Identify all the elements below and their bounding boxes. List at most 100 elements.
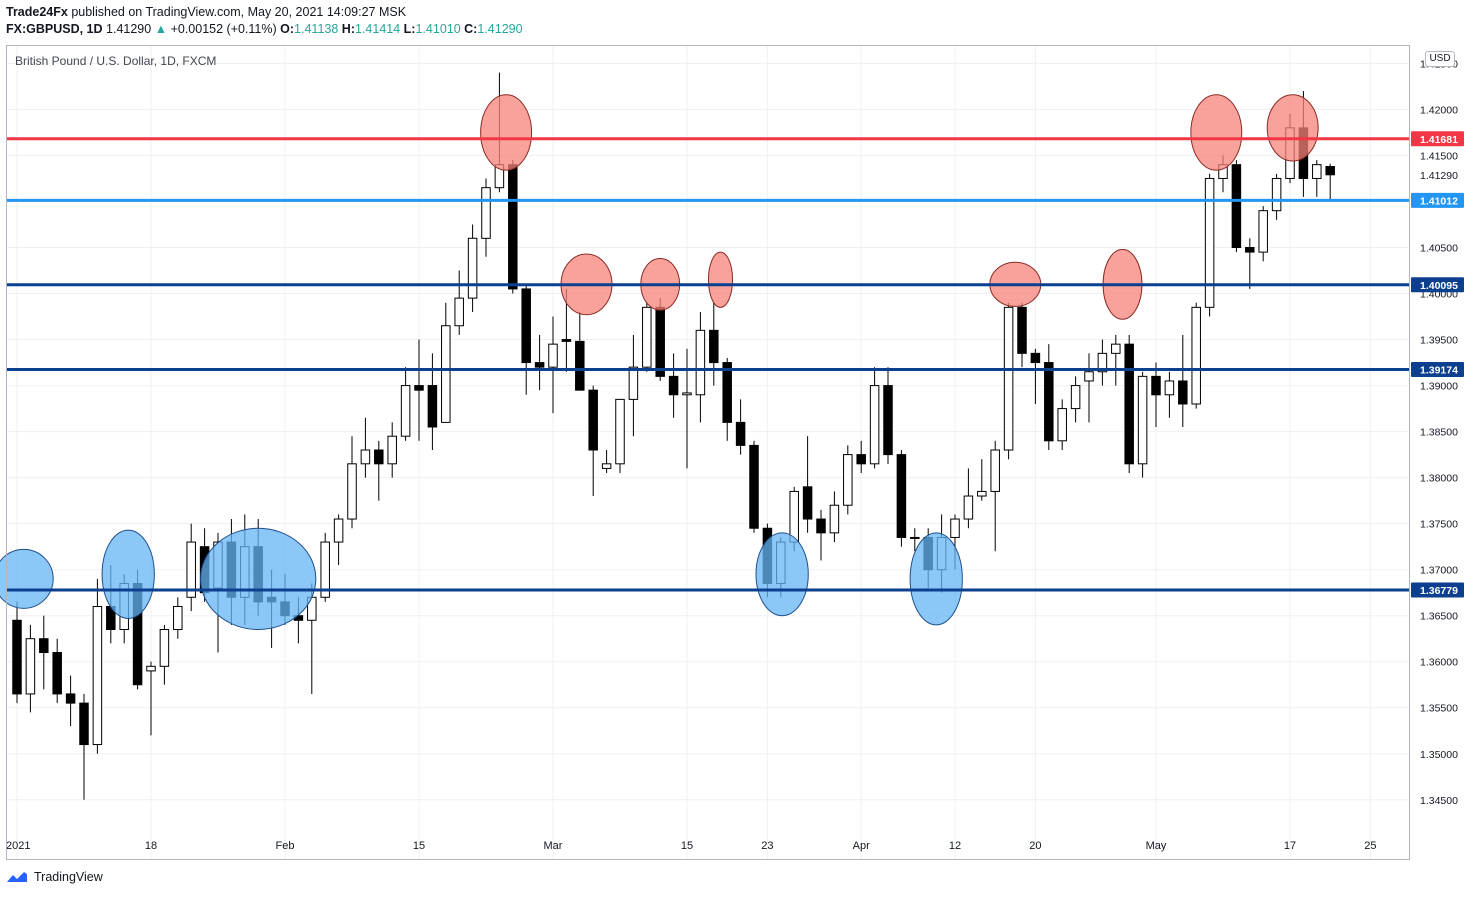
candle-down[interactable] [816,518,826,534]
candle-down[interactable] [1044,362,1054,442]
candle-up[interactable] [454,297,464,327]
candle-down[interactable] [709,329,719,364]
candle-down[interactable] [1231,164,1242,249]
candle-down[interactable] [521,288,531,364]
candle-up[interactable] [963,495,974,520]
candle-up[interactable] [92,605,103,746]
candle-up[interactable] [1084,371,1094,382]
candle-down[interactable] [52,652,62,695]
tradingview-brand[interactable]: TradingView [34,870,103,884]
support-circle[interactable] [0,548,54,609]
candle-down[interactable] [856,454,866,465]
publish-info: Trade24Fx published on TradingView.com, … [6,5,406,19]
last-price: 1.41290 [106,22,152,36]
candle-down[interactable] [65,693,76,704]
low-value: 1.41010 [415,22,461,36]
candle-up[interactable] [1204,177,1215,308]
candle-down[interactable] [883,385,893,456]
candle-down[interactable] [668,375,679,396]
candle-up[interactable] [387,435,397,465]
support-circle[interactable] [101,529,155,619]
candle-up[interactable] [615,398,625,465]
candle-up[interactable] [682,392,692,396]
candle-down[interactable] [735,421,746,446]
candle-up[interactable] [601,463,612,469]
candle-down[interactable] [39,638,49,654]
candle-up[interactable] [1164,380,1175,396]
candle-up[interactable] [173,605,183,630]
candle-down[interactable] [588,389,598,451]
candle-up[interactable] [1191,306,1201,405]
candle-up[interactable] [695,329,706,396]
candle-up[interactable] [146,665,156,672]
price-change: +0.00152 (+0.11%) [170,22,277,36]
candle-up[interactable] [977,490,987,497]
candle-up[interactable] [1003,306,1014,451]
resistance-circle[interactable] [1266,94,1319,162]
candle-up[interactable] [1271,177,1282,212]
candle-up[interactable] [990,449,1000,492]
candle-down[interactable] [12,619,22,695]
candle-down[interactable] [802,486,813,520]
candle-up[interactable] [829,504,840,534]
candle-up[interactable] [400,385,411,437]
candle-up[interactable] [950,518,960,538]
support-circle[interactable] [909,532,963,626]
candle-down[interactable] [1178,380,1188,405]
candle-down[interactable] [374,449,384,465]
candle-down[interactable] [414,385,424,391]
candle-down[interactable] [722,362,732,423]
candle-up[interactable] [186,541,196,598]
candle-up[interactable] [1312,164,1322,179]
resistance-circle[interactable] [707,251,734,308]
candle-up[interactable] [642,306,652,368]
candle-down[interactable] [1151,375,1161,396]
candle-down[interactable] [79,702,89,746]
candle-down[interactable] [427,385,438,428]
candle-up[interactable] [320,541,330,598]
candle-down[interactable] [561,339,572,342]
y-tick-label: 1.35500 [1420,703,1458,715]
y-tick-label: 1.38000 [1420,473,1458,485]
candle-up[interactable] [628,366,639,400]
resistance-circle[interactable] [480,94,533,171]
candle-up[interactable] [441,325,451,423]
candle-down[interactable] [896,454,907,538]
support-circle[interactable] [755,532,809,617]
y-tick-label: 1.39500 [1420,335,1458,347]
candle-down[interactable] [534,362,545,368]
candle-up[interactable] [548,343,558,368]
candle-down[interactable] [575,340,585,391]
candle-up[interactable] [347,463,357,520]
candle-up[interactable] [1070,385,1081,410]
candle-up[interactable] [25,638,36,695]
candle-down[interactable] [1124,343,1134,465]
candle-up[interactable] [360,449,371,465]
candle-down[interactable] [1325,166,1335,176]
candle-up[interactable] [910,536,920,539]
candle-up[interactable] [1111,343,1121,354]
candle-up[interactable] [1057,408,1067,442]
candle-down[interactable] [1245,247,1255,253]
candle-up[interactable] [843,454,853,506]
candle-up[interactable] [333,518,344,543]
candle-up[interactable] [467,237,478,299]
candle-up[interactable] [1258,210,1268,253]
support-circle[interactable] [200,527,317,630]
y-tick-label: 1.40500 [1420,243,1458,255]
candle-down[interactable] [1017,306,1027,354]
currency-badge[interactable]: USD [1425,51,1455,67]
high-label: H: [341,22,355,36]
candle-up[interactable] [869,385,880,465]
candle-up[interactable] [1097,352,1108,373]
publisher-name[interactable]: Trade24Fx [6,5,68,19]
candle-down[interactable] [749,444,759,529]
candle-up[interactable] [481,187,491,239]
resistance-circle[interactable] [1190,94,1243,171]
x-tick-label: Mar [544,840,563,852]
level-label-box [1411,362,1464,378]
candle-up[interactable] [1137,375,1148,465]
candle-down[interactable] [1030,352,1041,364]
candle-up[interactable] [159,628,170,667]
